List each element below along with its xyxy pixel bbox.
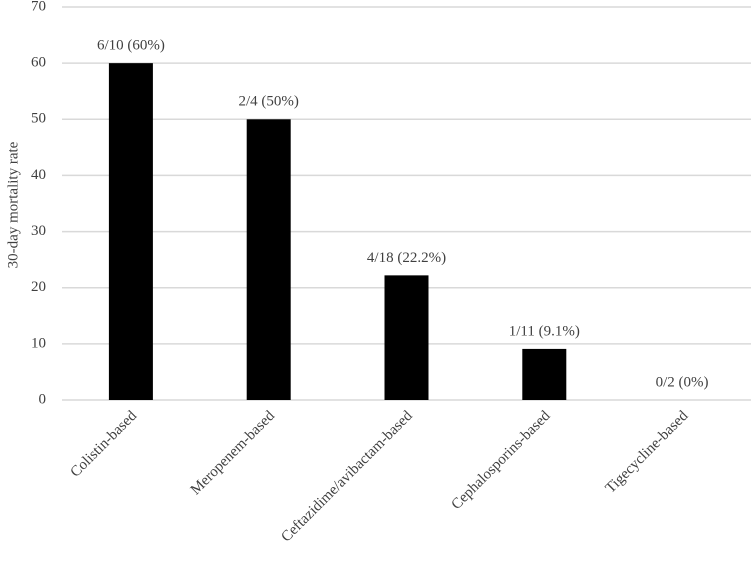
y-tick-label: 60 [31, 55, 46, 71]
bar [246, 119, 291, 401]
y-tick-label: 40 [31, 167, 46, 183]
x-tick-label: Tigecycline-based [603, 408, 692, 497]
y-tick-label: 30 [31, 223, 46, 239]
y-tick-label: 0 [39, 391, 47, 407]
x-tick-label: Cephalosporins-based [449, 408, 554, 513]
value-label: 2/4 (50%) [238, 94, 298, 110]
x-tick-label: Colistin-based [68, 408, 141, 481]
value-label: 0/2 (0%) [656, 374, 709, 390]
bar [384, 275, 429, 400]
y-tick-label: 20 [31, 279, 46, 295]
bar [108, 63, 153, 401]
y-axis-label: 30-day mortality rate [5, 141, 21, 268]
value-label: 6/10 (60%) [97, 38, 165, 54]
value-label: 4/18 (22.2%) [367, 250, 446, 266]
bar [522, 348, 567, 400]
value-label: 1/11 (9.1%) [509, 323, 580, 339]
y-tick-label: 10 [31, 335, 46, 351]
y-tick-label: 50 [31, 111, 46, 127]
y-tick-label: 70 [31, 0, 46, 14]
x-tick-label: Ceftazidime/avibactam-based [278, 408, 416, 546]
x-tick-label: Meropenem-based [188, 408, 279, 499]
